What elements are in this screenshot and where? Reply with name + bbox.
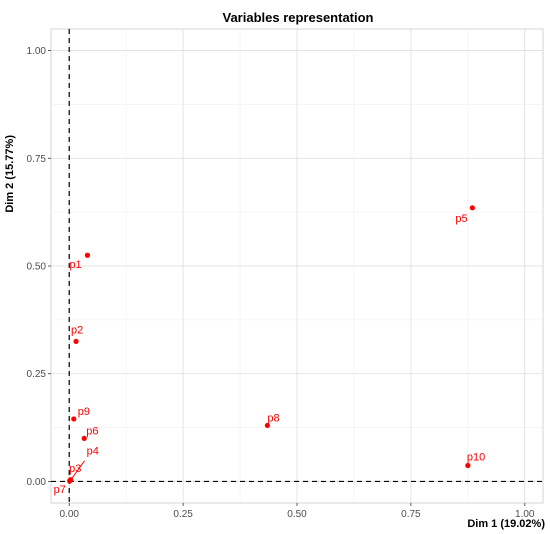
- point-p2: [73, 338, 79, 345]
- x-tick-label: 0.25: [173, 509, 193, 520]
- point-p7: [67, 478, 73, 484]
- label-connector: [71, 460, 85, 480]
- y-axis-ticks: 0.00 0.25 0.50 0.75 1.00: [27, 46, 51, 488]
- point-label-p5: p5: [455, 213, 467, 225]
- point-label-p3: p3: [69, 463, 81, 475]
- point-p6: [81, 435, 87, 441]
- point-label-p9: p9: [78, 406, 90, 418]
- chart-title: Variables representation: [222, 10, 373, 25]
- point-label-p10: p10: [467, 452, 485, 464]
- point-label-p6: p6: [86, 425, 98, 437]
- point-label-p2: p2: [71, 324, 83, 336]
- x-tick-label: 1.00: [515, 509, 535, 520]
- data-points: p1 p2 p3 p4 p5 p6 p7 p8 p9 p10: [54, 205, 485, 496]
- y-axis-title: Dim 2 (15.77%): [4, 135, 16, 213]
- point-label-p8: p8: [267, 412, 279, 424]
- x-tick-label: 0.50: [287, 509, 307, 520]
- point-label-p4: p4: [87, 446, 99, 458]
- x-tick-label: 0.75: [401, 509, 421, 520]
- y-tick-label: 0.75: [27, 154, 47, 165]
- point-p10: [465, 462, 471, 469]
- point-label-p7: p7: [54, 484, 66, 496]
- y-tick-label: 1.00: [27, 46, 47, 57]
- y-tick-label: 0.00: [27, 477, 47, 488]
- point-p1: [84, 252, 91, 258]
- y-tick-label: 0.25: [27, 369, 47, 380]
- point-p9: [71, 416, 77, 422]
- x-axis-title: Dim 1 (19.02%): [467, 518, 545, 530]
- point-p5: [469, 205, 475, 211]
- x-axis-ticks: 0.00 0.25 0.50 0.75 1.00: [59, 503, 535, 520]
- point-p8: [264, 422, 270, 429]
- point-label-p1: p1: [69, 259, 81, 271]
- reference-lines: [51, 29, 543, 503]
- y-tick-label: 0.50: [27, 262, 47, 273]
- x-tick-label: 0.00: [59, 509, 79, 520]
